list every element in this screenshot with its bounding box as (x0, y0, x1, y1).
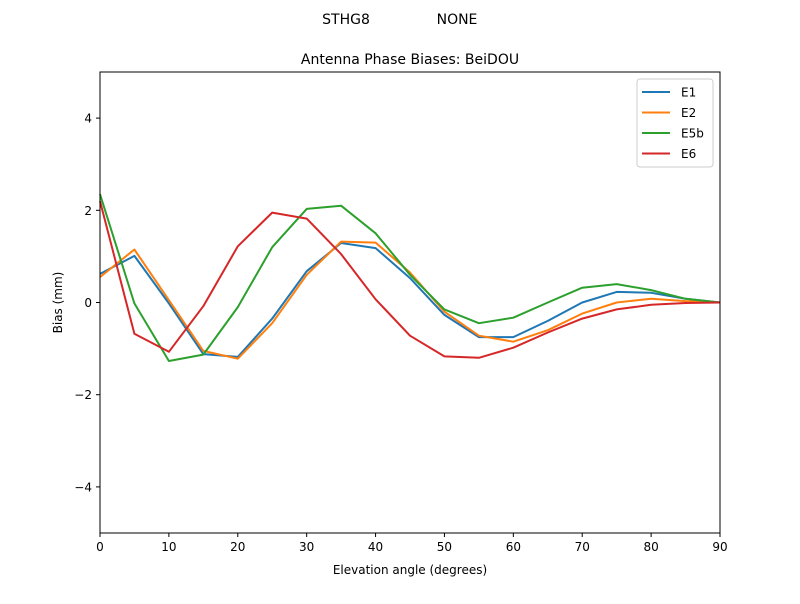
x-tick-label: 50 (437, 540, 452, 554)
y-tick-label: 0 (84, 296, 92, 310)
legend-frame (636, 78, 714, 168)
x-tick-label: 60 (506, 540, 521, 554)
series-line-e6 (99, 200, 721, 359)
suptitle-antenna: NONE (437, 12, 478, 28)
legend-label-e1: E1 (681, 86, 696, 100)
y-tick-label: −2 (74, 388, 92, 402)
legend-label-e5b: E5b (681, 127, 704, 141)
y-axis: −4 −2 0 2 4 (74, 112, 100, 494)
x-tick-label: 30 (299, 540, 314, 554)
y-tick-label: 4 (84, 112, 92, 126)
suptitle-station: STHG8 (322, 12, 370, 28)
x-tick-label: 40 (368, 540, 383, 554)
x-tick-label: 20 (230, 540, 245, 554)
legend-label-e2: E2 (681, 106, 696, 120)
series-lines (99, 193, 721, 362)
series-line-e1 (99, 242, 721, 358)
x-axis: 0 10 20 30 40 50 60 70 80 90 (96, 533, 728, 554)
x-axis-label: Elevation angle (degrees) (333, 563, 487, 577)
x-tick-label: 10 (161, 540, 176, 554)
x-tick-label: 90 (712, 540, 727, 554)
x-tick-label: 0 (96, 540, 104, 554)
y-tick-label: −4 (74, 480, 92, 494)
series-line-e5b (99, 193, 721, 362)
chart-title: Antenna Phase Biases: BeiDOU (301, 52, 519, 68)
x-tick-label: 80 (643, 540, 658, 554)
plot-frame (99, 71, 721, 534)
x-tick-label: 70 (575, 540, 590, 554)
series-line-e2 (99, 240, 721, 360)
y-tick-label: 2 (84, 204, 92, 218)
y-axis-label: Bias (mm) (51, 272, 65, 334)
legend-label-e6: E6 (681, 147, 696, 161)
legend: E1 E2 E5b E6 (636, 78, 714, 168)
